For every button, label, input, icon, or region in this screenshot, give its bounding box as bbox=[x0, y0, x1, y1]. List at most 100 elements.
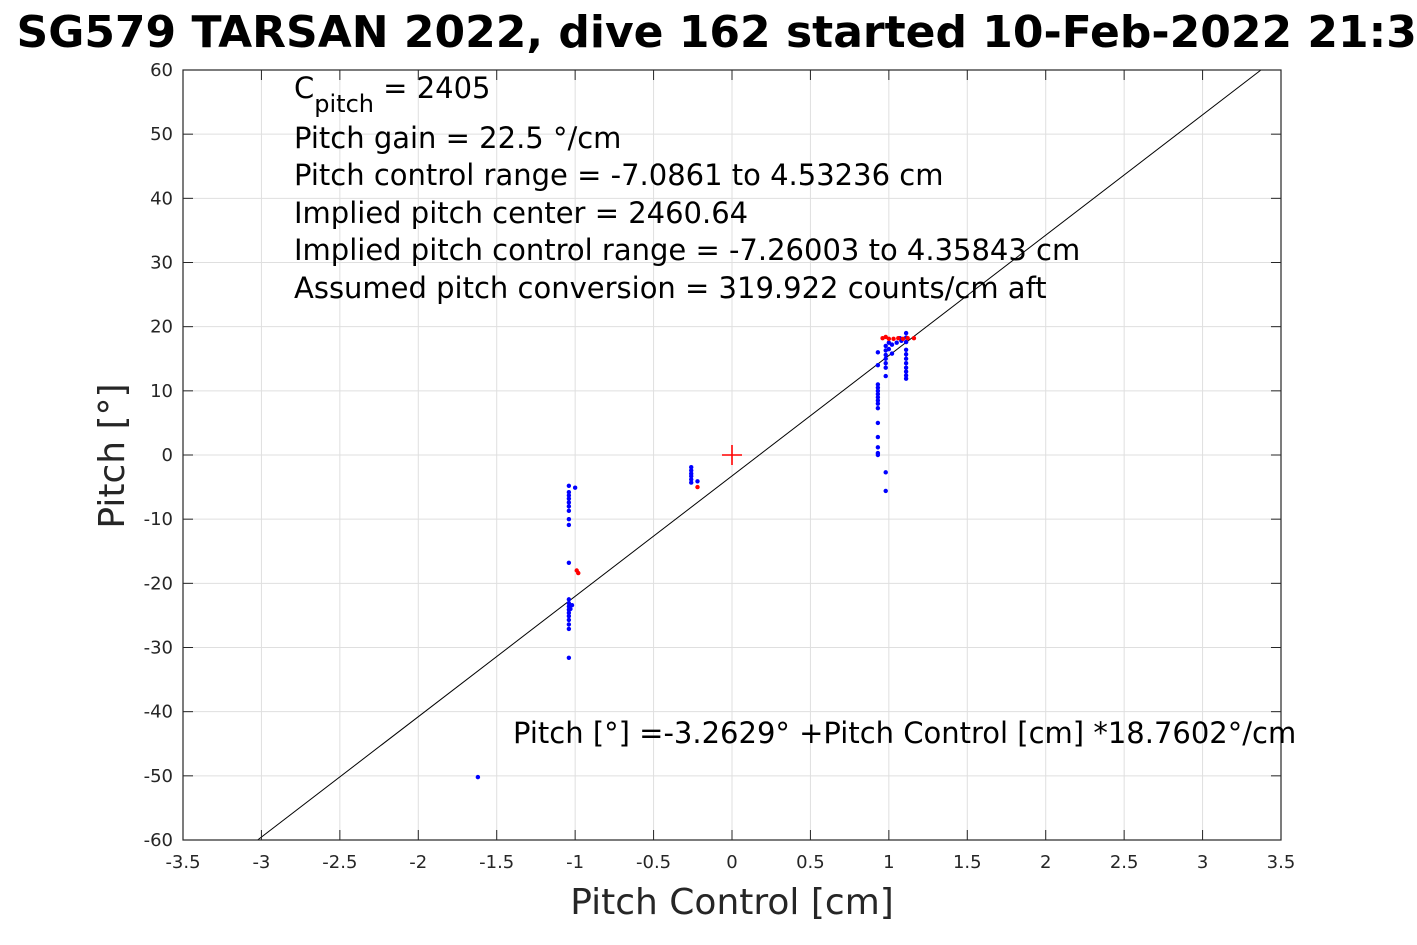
blue-data-point bbox=[572, 485, 578, 490]
blue-data-point bbox=[889, 351, 895, 356]
blue-data-point bbox=[875, 452, 881, 458]
blue-data-point bbox=[875, 362, 881, 368]
x-tick-label: 1 bbox=[883, 852, 894, 873]
x-tick-label: -0.5 bbox=[636, 852, 671, 873]
blue-data-point bbox=[875, 398, 881, 403]
blue-data-point bbox=[883, 343, 888, 349]
x-tick-label: -3 bbox=[252, 852, 270, 873]
y-tick-label: -40 bbox=[144, 702, 173, 723]
y-tick-label: 30 bbox=[150, 253, 173, 274]
annotation-pitch-conversion: Assumed pitch conversion = 319.922 count… bbox=[294, 271, 1047, 305]
c-pitch-value: = 2405 bbox=[374, 71, 491, 105]
y-tick-label: -30 bbox=[144, 638, 173, 659]
y-tick-label: 10 bbox=[150, 381, 173, 402]
blue-data-point bbox=[566, 610, 572, 616]
blue-data-point bbox=[689, 473, 694, 479]
blue-data-point bbox=[883, 361, 888, 366]
blue-data-point bbox=[883, 352, 888, 358]
blue-data-point bbox=[475, 774, 481, 780]
axis-ticks: -3.5 -3 -2.5 -2 -1.5 -1 -0.5 0 0.5 1 1.5 2 2.5 3 3.5 -6… bbox=[144, 60, 1296, 873]
blue-data-point bbox=[875, 382, 881, 387]
y-axis-label: Pitch [°] bbox=[92, 383, 133, 528]
red-data-point bbox=[896, 336, 901, 341]
blue-data-point bbox=[883, 365, 888, 370]
y-tick-label: -60 bbox=[144, 830, 173, 851]
blue-data-point bbox=[883, 488, 888, 494]
blue-data-point bbox=[875, 405, 881, 411]
annotation-implied-pitch-center: Implied pitch center = 2460.64 bbox=[294, 196, 748, 230]
x-tick-label: 2.5 bbox=[1110, 852, 1139, 873]
annotation-c-pitch: Cpitch = 2405 bbox=[294, 71, 491, 118]
blue-data-point bbox=[889, 342, 895, 347]
blue-data-point bbox=[903, 373, 909, 378]
blue-data-point bbox=[903, 339, 909, 345]
blue-data-point bbox=[883, 470, 888, 475]
blue-data-point bbox=[695, 479, 700, 484]
c-pitch-subscript: pitch bbox=[314, 90, 374, 118]
blue-data-point bbox=[566, 560, 572, 565]
blue-data-point bbox=[894, 340, 899, 345]
blue-data-point bbox=[566, 504, 572, 509]
blue-data-point bbox=[903, 352, 909, 357]
blue-data-point bbox=[875, 350, 881, 355]
red-data-point bbox=[695, 484, 700, 490]
blue-data-point bbox=[566, 516, 572, 522]
fit-line bbox=[257, 69, 1262, 841]
y-tick-label: 0 bbox=[162, 445, 173, 466]
x-tick-label: -1 bbox=[566, 852, 584, 873]
blue-data-point bbox=[875, 401, 881, 406]
chart-title: SG579 TARSAN 2022, dive 162 started 10-F… bbox=[17, 7, 1417, 58]
blue-data-point bbox=[875, 395, 881, 400]
red-data-point bbox=[905, 336, 910, 341]
blue-data-point bbox=[689, 464, 694, 470]
y-tick-label: -10 bbox=[144, 509, 173, 530]
blue-data-point bbox=[903, 369, 909, 374]
y-tick-label: 20 bbox=[150, 317, 173, 338]
y-tick-label: 40 bbox=[150, 188, 173, 209]
blue-data-point bbox=[566, 597, 572, 602]
red-data-point bbox=[900, 336, 906, 342]
y-tick-label: 50 bbox=[150, 124, 173, 145]
blue-data-point bbox=[903, 361, 909, 366]
blue-data-point bbox=[875, 434, 881, 440]
blue-data-point bbox=[566, 655, 572, 660]
blue-data-point bbox=[903, 347, 909, 352]
blue-data-point bbox=[875, 445, 881, 450]
blue-data-point bbox=[875, 420, 881, 426]
annotation-pitch-control-range: Pitch control range = -7.0861 to 4.53236… bbox=[294, 158, 943, 192]
blue-data-point bbox=[875, 391, 881, 397]
fit-line-layer bbox=[257, 69, 1262, 841]
blue-data-point bbox=[566, 626, 572, 632]
blue-data-point bbox=[883, 356, 888, 361]
blue-data-point bbox=[689, 468, 694, 473]
blue-data-point bbox=[566, 490, 572, 495]
red-data-point bbox=[891, 336, 896, 342]
c-pitch-symbol: C bbox=[294, 71, 314, 105]
blue-data-point bbox=[566, 508, 572, 514]
blue-data-point bbox=[689, 477, 694, 482]
data-points bbox=[475, 330, 917, 780]
x-tick-label: 0 bbox=[726, 852, 737, 873]
x-tick-label: 3 bbox=[1197, 852, 1208, 873]
blue-data-point bbox=[903, 365, 909, 370]
x-tick-label: 1.5 bbox=[953, 852, 982, 873]
x-tick-label: -3.5 bbox=[165, 852, 200, 873]
blue-data-point bbox=[886, 346, 892, 352]
blue-data-point bbox=[566, 483, 572, 488]
blue-data-point bbox=[566, 522, 572, 528]
blue-data-point bbox=[566, 622, 572, 627]
red-data-point bbox=[911, 336, 917, 341]
blue-data-point bbox=[903, 330, 909, 336]
y-tick-label: 60 bbox=[150, 60, 173, 81]
blue-data-point bbox=[569, 602, 575, 608]
annotation-pitch-gain: Pitch gain = 22.5 °/cm bbox=[294, 121, 621, 155]
blue-data-point bbox=[875, 388, 881, 394]
blue-data-point bbox=[566, 500, 572, 505]
fit-equation-label: Pitch [°] =-3.2629° +Pitch Control [cm] … bbox=[513, 716, 1296, 750]
blue-data-point bbox=[566, 496, 572, 501]
x-tick-label: -1.5 bbox=[479, 852, 514, 873]
red-data-point bbox=[576, 570, 581, 576]
blue-data-point bbox=[903, 376, 909, 381]
center-marker-layer bbox=[722, 445, 742, 465]
